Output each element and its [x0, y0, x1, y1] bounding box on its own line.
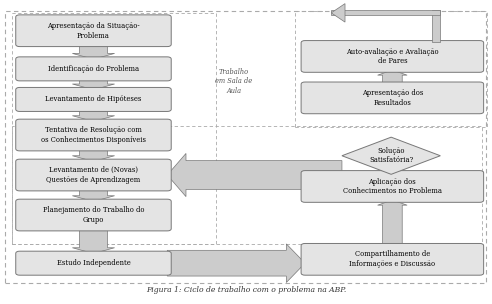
Polygon shape	[72, 149, 115, 161]
Text: Solução
Satisfatória?: Solução Satisfatória?	[369, 147, 413, 164]
Polygon shape	[72, 109, 115, 122]
Polygon shape	[167, 154, 342, 197]
Polygon shape	[378, 70, 407, 84]
Text: Levantamento de Hipóteses: Levantamento de Hipóteses	[45, 95, 142, 103]
Polygon shape	[376, 173, 406, 179]
Polygon shape	[72, 79, 115, 90]
Text: Compartilhamento de
Informações e Discussão: Compartilhamento de Informações e Discus…	[349, 250, 435, 268]
Polygon shape	[72, 44, 115, 59]
FancyBboxPatch shape	[16, 251, 171, 275]
Bar	[295, 12, 487, 127]
Text: Apresentação da Situação-
Problema: Apresentação da Situação- Problema	[47, 22, 140, 40]
Text: Planejamento do Trabalho do
Grupo: Planejamento do Trabalho do Grupo	[43, 206, 144, 224]
Text: Levantamento de (Novas)
Questões de Aprendizagem: Levantamento de (Novas) Questões de Apre…	[46, 166, 141, 184]
FancyBboxPatch shape	[301, 171, 484, 202]
Text: Tentativa de Resolução com
os Conhecimentos Disponíveis: Tentativa de Resolução com os Conhecimen…	[41, 126, 146, 144]
Text: Estudo Independente: Estudo Independente	[57, 259, 130, 267]
Text: Identificação do Problema: Identificação do Problema	[48, 65, 139, 73]
Text: Figura 1: Ciclo de trabalho com o problema na ABP.: Figura 1: Ciclo de trabalho com o proble…	[146, 286, 346, 294]
FancyBboxPatch shape	[301, 244, 484, 275]
FancyBboxPatch shape	[301, 82, 484, 114]
FancyBboxPatch shape	[16, 88, 171, 112]
FancyBboxPatch shape	[16, 15, 171, 47]
Polygon shape	[72, 229, 115, 254]
Polygon shape	[167, 244, 305, 282]
Text: Aplicação dos
Conhecimentos no Problema: Aplicação dos Conhecimentos no Problema	[343, 178, 442, 195]
Polygon shape	[378, 200, 407, 246]
FancyBboxPatch shape	[16, 199, 171, 231]
FancyBboxPatch shape	[431, 10, 440, 42]
Text: Apresentação dos
Resultados: Apresentação dos Resultados	[362, 89, 423, 107]
Polygon shape	[72, 188, 115, 202]
FancyBboxPatch shape	[16, 159, 171, 191]
FancyBboxPatch shape	[16, 119, 171, 151]
Bar	[12, 13, 216, 244]
Polygon shape	[331, 4, 345, 22]
FancyBboxPatch shape	[331, 10, 440, 16]
Text: Trabalho
em Sala de
Aula: Trabalho em Sala de Aula	[215, 68, 252, 95]
Polygon shape	[342, 137, 440, 174]
FancyBboxPatch shape	[301, 40, 484, 72]
Text: Auto-avaliação e Avaliação
de Pares: Auto-avaliação e Avaliação de Pares	[346, 47, 439, 65]
FancyBboxPatch shape	[16, 57, 171, 81]
Bar	[12, 126, 482, 244]
